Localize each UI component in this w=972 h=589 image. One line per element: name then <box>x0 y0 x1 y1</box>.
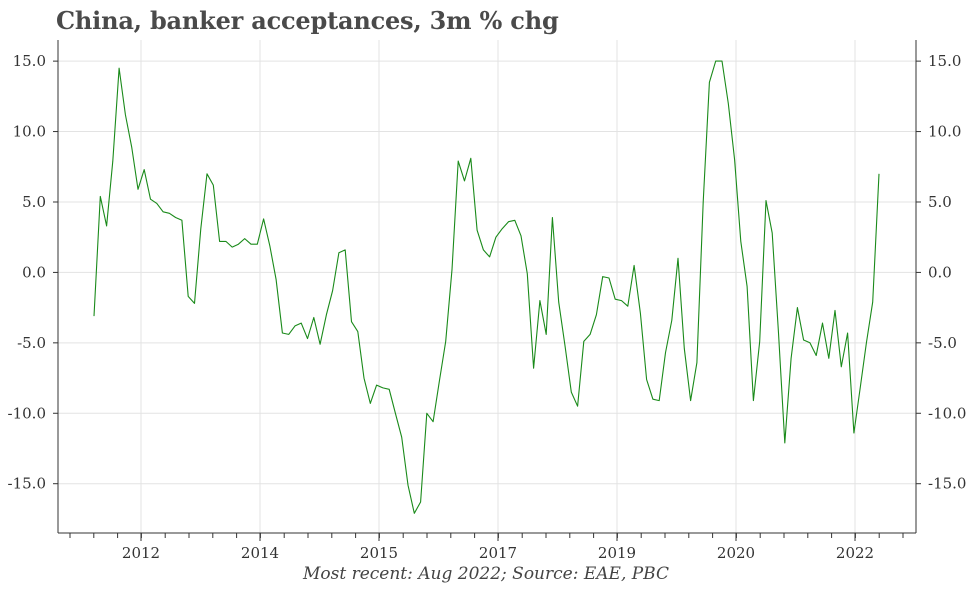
y-tick-label-left: -10.0 <box>8 404 46 422</box>
x-tick-label: 2014 <box>241 544 279 562</box>
x-tick-label: 2022 <box>836 544 874 562</box>
x-tick-label: 2019 <box>598 544 636 562</box>
y-tick-label-left: -5.0 <box>17 334 46 352</box>
y-tick-label-right: 10.0 <box>928 123 961 141</box>
gridlines <box>58 40 916 533</box>
y-tick-label-left: -15.0 <box>8 475 46 493</box>
y-tick-label-right: 15.0 <box>928 52 961 70</box>
y-tick-label-left: 0.0 <box>22 263 46 281</box>
y-tick-label-right: -15.0 <box>928 475 966 493</box>
y-tick-label-left: 15.0 <box>13 52 46 70</box>
x-tick-label: 2012 <box>122 544 160 562</box>
x-tick-label: 2017 <box>479 544 517 562</box>
axes <box>57 40 917 534</box>
y-tick-label-right: -5.0 <box>928 334 957 352</box>
series <box>93 60 880 514</box>
y-tick-label-left: 5.0 <box>22 193 46 211</box>
y-tick-label-left: 10.0 <box>13 123 46 141</box>
x-tick-label: 2020 <box>717 544 755 562</box>
axis-ticks: 15.0 15.0 10.0 10.0 5.0 5.0 0.0 0.0 -5.0 -5.0 -10.… <box>8 52 967 562</box>
y-tick-label-right: -10.0 <box>928 404 966 422</box>
y-tick-label-right: 5.0 <box>928 193 952 211</box>
x-tick-label: 2015 <box>360 544 398 562</box>
chart-title: China, banker acceptances, 3m % chg <box>56 6 559 35</box>
source-note: Most recent: Aug 2022; Source: EAE, PBC <box>302 564 669 584</box>
y-tick-label-right: 0.0 <box>928 263 952 281</box>
series-line <box>93 60 880 514</box>
